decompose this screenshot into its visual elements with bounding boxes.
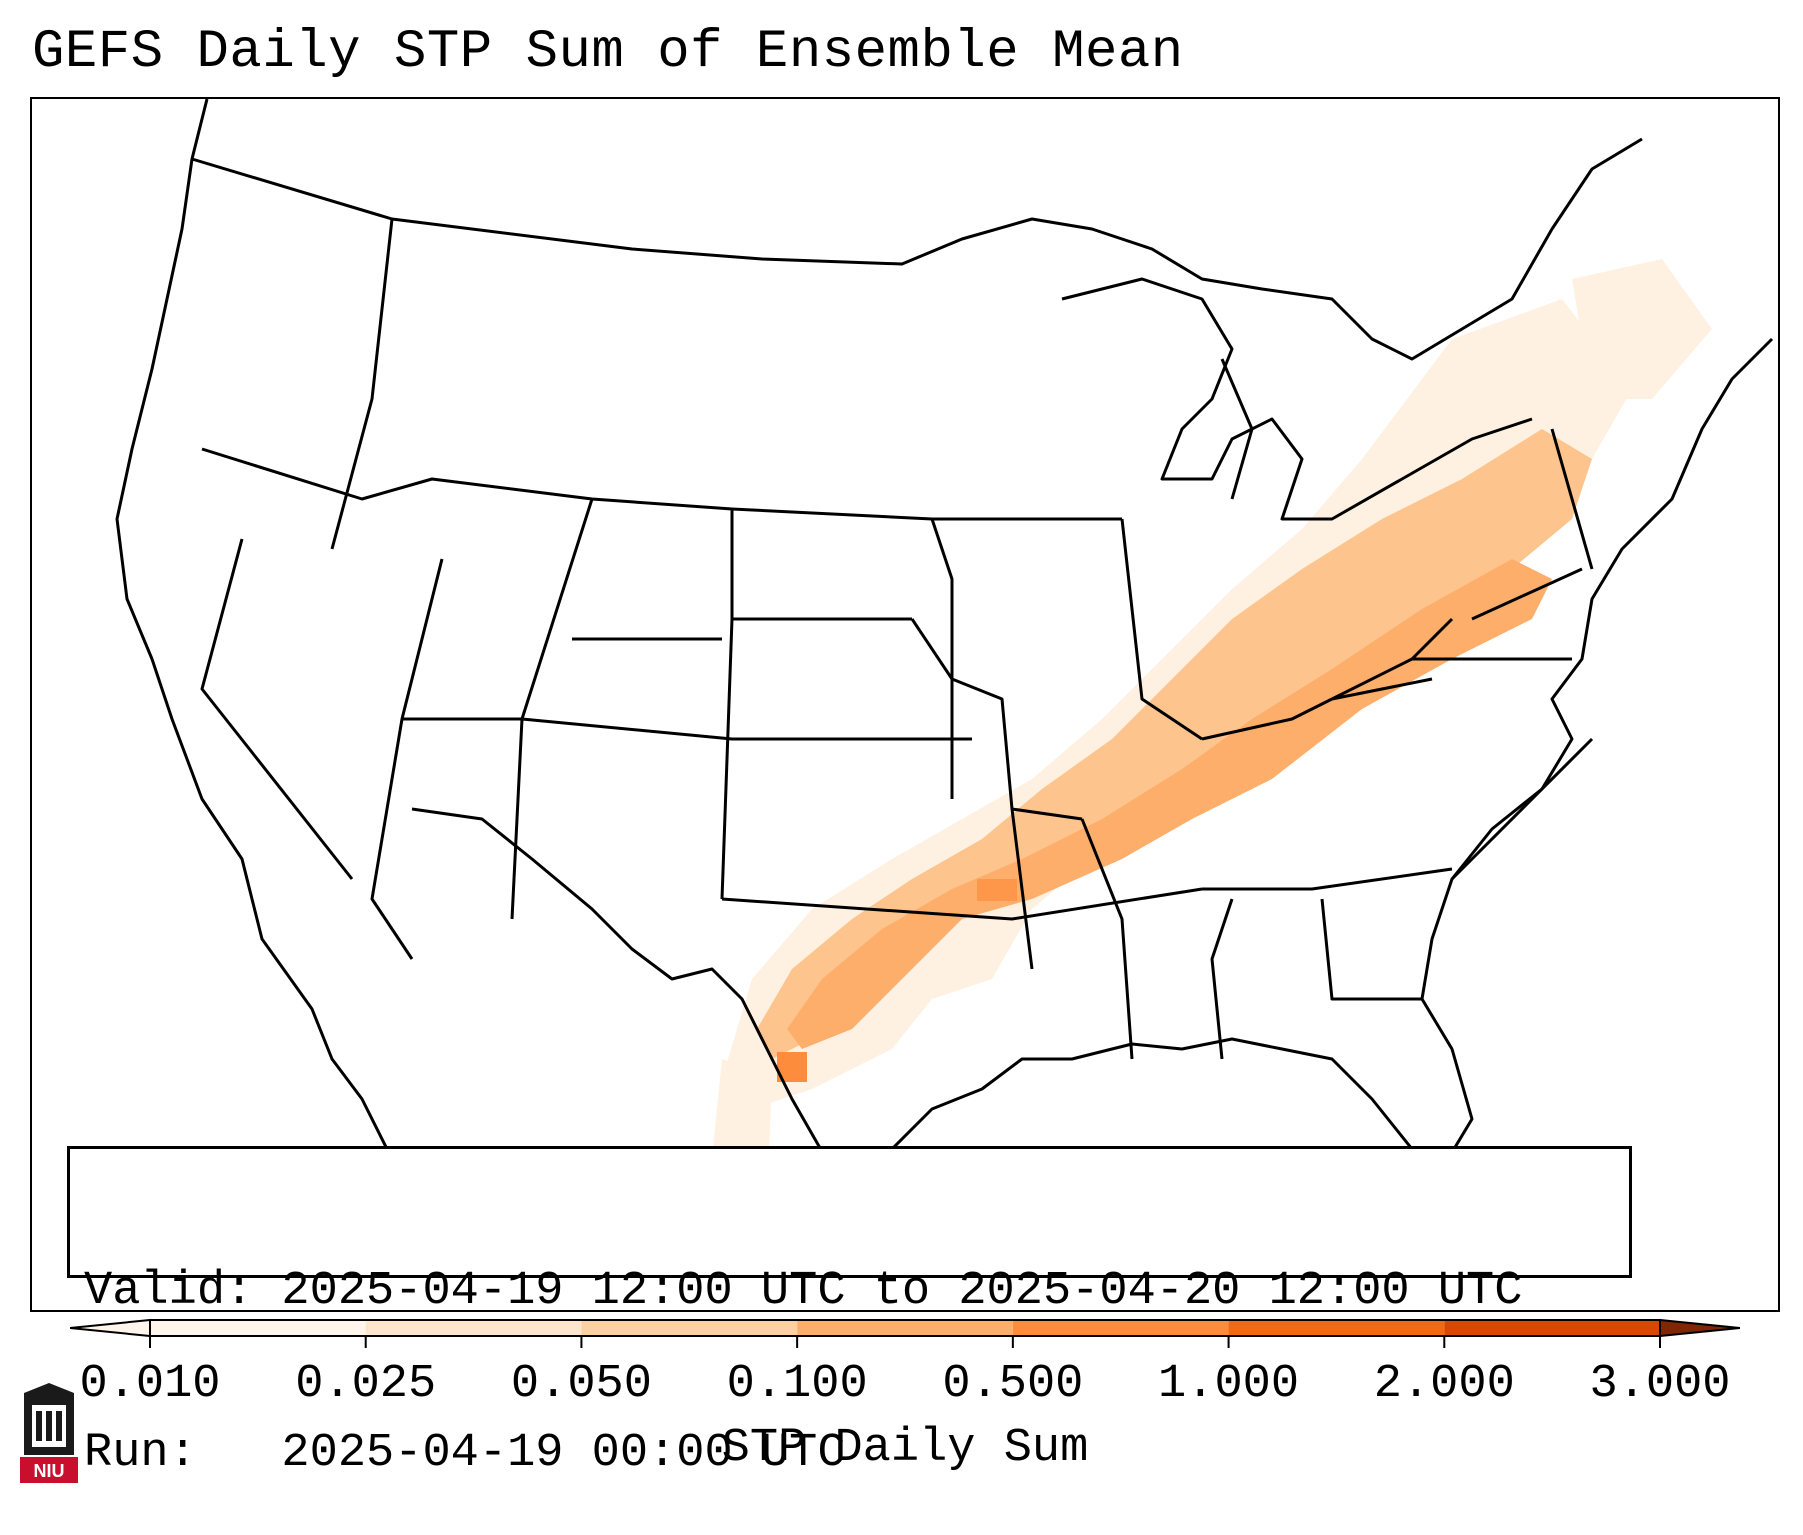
colorbar-tick-label: 0.500 (942, 1358, 1084, 1411)
colorbar-tick-label: 0.025 (295, 1358, 437, 1411)
colorbar-tick-label: 1.000 (1158, 1358, 1300, 1411)
stp-swath-core (787, 559, 1552, 1049)
colorbar-tick-label: 2.000 (1373, 1358, 1515, 1411)
colorbar-segment (797, 1320, 1013, 1336)
colorbar-left-extend (70, 1318, 151, 1338)
stp-hotspot-arkansas (977, 879, 1017, 901)
state-lines (200, 218, 1594, 1060)
run-time-line: Run: 2025-04-19 00:00 UTC (84, 1427, 846, 1480)
colorbar-segment (1012, 1320, 1229, 1336)
colorbar-segment (581, 1320, 798, 1336)
us-outline (115, 99, 1774, 1211)
us-map (115, 99, 1774, 1249)
valid-time-line: Valid: 2025-04-19 12:00 UTC to 2025-04-2… (84, 1265, 1523, 1318)
colorbar-right-extend (1659, 1318, 1740, 1338)
colorbar-segment (1444, 1320, 1660, 1336)
map-title: GEFS Daily STP Sum of Ensemble Mean (32, 22, 1184, 83)
great-lakes (1061, 277, 1533, 521)
colorbar-segment (150, 1320, 366, 1336)
canada-border (191, 137, 1643, 361)
colorbar-segment (1228, 1320, 1445, 1336)
stp-swath-mid (757, 429, 1592, 1059)
info-box: Valid: 2025-04-19 12:00 UTC to 2025-04-2… (67, 1146, 1632, 1480)
map-frame (30, 97, 1780, 1312)
colorbar-tick-label: 3.000 (1589, 1358, 1731, 1411)
colorbar-tick-label: 0.050 (510, 1358, 652, 1411)
stp-swath-light-ne (1572, 259, 1712, 399)
boundaries (115, 99, 1774, 1211)
colorbar (70, 1318, 1740, 1348)
colorbar-tick-label: 0.010 (79, 1358, 221, 1411)
colorbar-label: STP Daily Sum (721, 1422, 1089, 1475)
logo-text: NIU (34, 1461, 65, 1481)
colorbar-tick-label: 0.100 (726, 1358, 868, 1411)
niu-logo: NIU (20, 1383, 78, 1483)
colorbar-segment (365, 1320, 582, 1336)
